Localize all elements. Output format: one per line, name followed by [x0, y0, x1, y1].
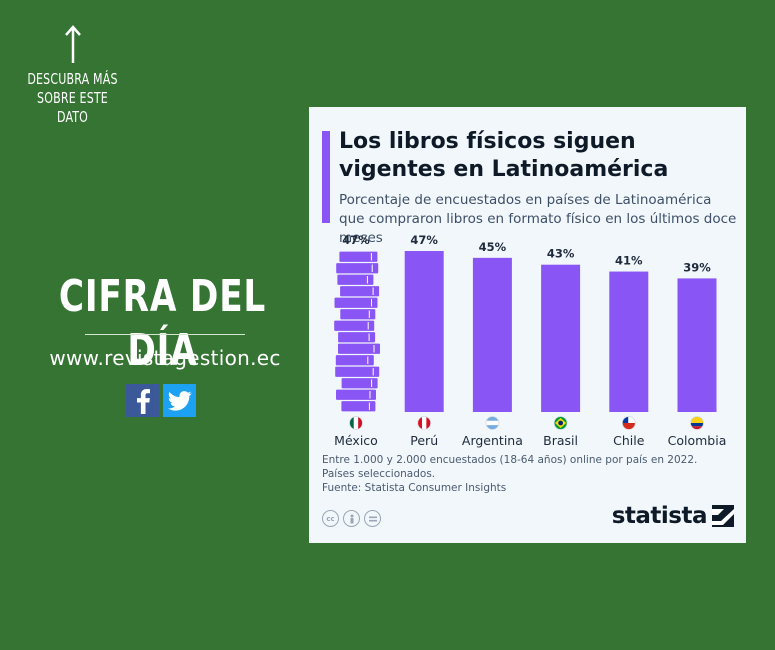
statista-logo[interactable]: statista	[612, 503, 734, 529]
bar-argentina	[472, 257, 512, 412]
brand-name: statista	[611, 503, 708, 529]
book-spine	[336, 389, 376, 400]
note-selection: Países seleccionados.	[322, 468, 436, 480]
peru-flag-icon	[417, 416, 432, 430]
category-label: Perú	[410, 433, 438, 448]
book-spine	[340, 309, 376, 320]
brazil-flag-icon	[553, 416, 568, 430]
book-spine	[337, 274, 374, 285]
twitter-button[interactable]	[163, 384, 196, 417]
chart-title: Los libros físicos siguen vigentes en La…	[339, 129, 669, 182]
bar-chile	[609, 271, 649, 412]
data-label: 45%	[479, 240, 507, 254]
more-info-link[interactable]: DESCUBRA MÁS SOBRE ESTE DATO	[10, 24, 135, 127]
bar-mexico	[334, 251, 380, 412]
category-label: Chile	[613, 433, 645, 448]
chart-subtitle: Porcentaje de encuestados en países de L…	[339, 192, 737, 246]
chart-notes: Entre 1.000 y 2.000 encuestados (18-64 a…	[322, 453, 742, 495]
bar-colombia	[677, 278, 717, 412]
book-spine	[339, 251, 378, 262]
bar-perú	[404, 251, 444, 412]
colombia-flag-icon	[690, 416, 704, 430]
cta-line-1: DESCUBRA MÁS	[27, 70, 118, 88]
cc-icon[interactable]: cc	[322, 510, 339, 527]
divider	[85, 334, 245, 335]
cta-line-3: DATO	[56, 108, 89, 126]
data-label: 39%	[683, 260, 711, 274]
book-spine	[338, 332, 376, 343]
book-spine	[335, 355, 374, 366]
bar-brasil	[541, 264, 581, 412]
book-spine	[334, 297, 378, 308]
book-spine	[334, 320, 375, 331]
facebook-icon	[136, 388, 150, 414]
category-label: México	[334, 433, 378, 448]
bar-chart: 47% México 47% Perú 45% Argentina 43% Brasil 41%…	[334, 233, 727, 448]
category-label: Colombia	[668, 433, 727, 448]
book-spine	[341, 378, 378, 389]
book-spine	[336, 263, 379, 274]
note-source: Fuente: Statista Consumer Insights	[322, 482, 507, 494]
data-label: 47%	[410, 233, 438, 247]
book-spine	[338, 343, 380, 354]
statista-mark-icon	[712, 505, 734, 527]
person-icon[interactable]	[343, 510, 360, 527]
social-links	[126, 384, 196, 417]
data-label: 43%	[547, 247, 575, 261]
facebook-button[interactable]	[126, 384, 159, 417]
equal-icon[interactable]	[364, 510, 381, 527]
mexico-flag-icon	[349, 416, 363, 430]
note-sample: Entre 1.000 y 2.000 encuestados (18-64 a…	[322, 454, 698, 466]
chile-flag-icon	[621, 416, 636, 430]
license-icons: cc	[322, 510, 381, 527]
headline: CIFRA DEL DÍA	[58, 271, 267, 376]
cta-line-2: SOBRE ESTE	[37, 89, 108, 107]
book-spine	[340, 286, 380, 297]
category-label: Argentina	[462, 433, 523, 448]
website-link[interactable]: www.revistagestion.ec	[49, 346, 281, 370]
data-label: 41%	[615, 254, 643, 268]
data-label: 47%	[342, 233, 370, 247]
argentina-flag-icon	[485, 416, 500, 430]
category-label: Brasil	[543, 433, 578, 448]
title-accent-bar	[322, 131, 330, 223]
book-spine	[341, 401, 376, 412]
chart-card: Los libros físicos siguen vigentes en La…	[309, 107, 746, 543]
twitter-icon	[167, 390, 192, 411]
book-spine	[335, 366, 380, 377]
arrow-up-icon	[64, 25, 81, 63]
